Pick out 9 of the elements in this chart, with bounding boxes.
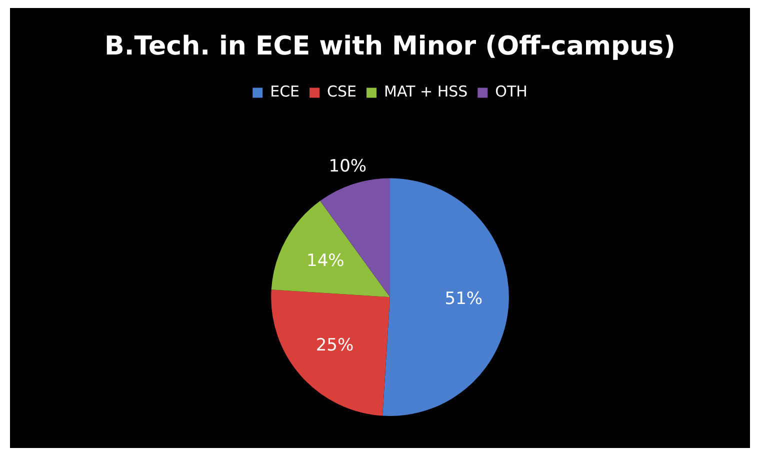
legend-label: CSE <box>327 82 357 101</box>
data-label: 14% <box>306 251 344 272</box>
data-label: 10% <box>328 156 367 176</box>
legend-label: ECE <box>270 82 300 101</box>
data-label: 51% <box>444 288 483 309</box>
chart-title: B.Tech. in ECE with Minor (Off-campus) <box>104 31 676 62</box>
legend-label: OTH <box>495 82 528 101</box>
legend-label: MAT + HSS <box>384 82 468 101</box>
data-label: 25% <box>316 335 354 356</box>
